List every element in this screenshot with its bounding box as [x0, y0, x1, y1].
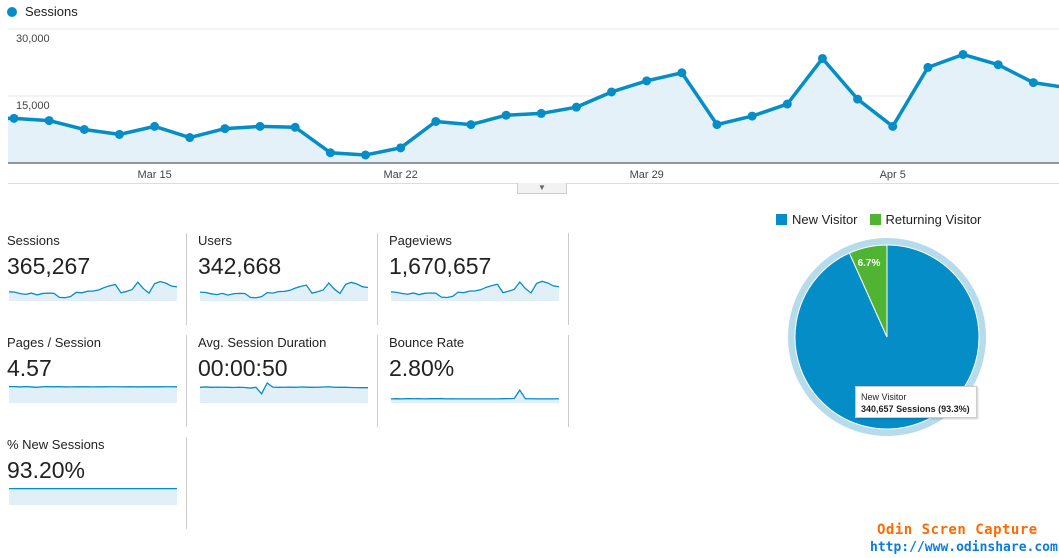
metric-sparkline	[391, 389, 559, 403]
legend-label: Sessions	[25, 4, 78, 19]
metric-card[interactable]: Users 342,668	[198, 233, 378, 325]
data-point[interactable]	[9, 113, 19, 123]
tooltip-count: 340,657	[861, 404, 894, 414]
metric-card[interactable]: Sessions 365,267	[7, 233, 187, 325]
series-area	[8, 54, 1059, 163]
x-tick-label: Apr 5	[880, 169, 906, 181]
data-point[interactable]	[993, 60, 1003, 70]
watermark-url[interactable]: http://www.odinshare.com	[870, 540, 1058, 555]
x-tick-label: Mar 15	[137, 169, 171, 181]
y-tick-label: 30,000	[16, 33, 50, 45]
data-point[interactable]	[747, 111, 757, 121]
metric-label: % New Sessions	[7, 437, 105, 452]
data-point[interactable]	[923, 62, 933, 72]
data-point[interactable]	[501, 110, 511, 120]
metric-value: 93.20%	[7, 457, 86, 483]
data-point[interactable]	[220, 124, 230, 134]
sparkline-area	[391, 390, 559, 403]
sparkline-area	[9, 488, 177, 505]
x-tick-label: Mar 29	[630, 169, 664, 181]
data-point[interactable]	[290, 122, 300, 132]
data-point[interactable]	[677, 68, 687, 78]
metric-value: 1,670,657	[389, 253, 492, 279]
data-point[interactable]	[536, 108, 546, 118]
data-point[interactable]	[607, 87, 617, 97]
metric-card[interactable]: Bounce Rate 2.80%	[389, 335, 569, 427]
tooltip-pct: (93.3%)	[938, 404, 970, 414]
data-point[interactable]	[466, 120, 476, 130]
data-point[interactable]	[114, 129, 124, 139]
sparkline-line	[9, 280, 177, 299]
metric-sparkline	[391, 280, 559, 301]
slice-label: 6.7%	[858, 258, 881, 269]
metric-card[interactable]: Pages / Session 4.57	[7, 335, 187, 427]
y-tick-label: 15,000	[16, 100, 50, 112]
data-point[interactable]	[782, 99, 792, 109]
metric-sparkline	[9, 280, 177, 301]
x-tick-label: Mar 22	[384, 169, 418, 181]
metric-label: Sessions	[7, 233, 60, 248]
metric-card[interactable]: % New Sessions 93.20%	[7, 437, 187, 529]
pie-legend: New Visitor Returning Visitor	[776, 212, 981, 227]
data-point[interactable]	[642, 76, 652, 86]
tooltip-title: New Visitor	[861, 392, 907, 402]
sessions-line-chart[interactable]: 30,000 15,000 Mar 15 Mar 22 Mar 29 Apr 5	[0, 0, 1059, 195]
watermark-title: Odin Scren Capture	[877, 522, 1038, 538]
metric-value: 4.57	[7, 355, 52, 381]
data-point[interactable]	[958, 49, 968, 59]
metric-value: 00:00:50	[198, 355, 288, 381]
metric-sparkline	[200, 281, 368, 301]
pie-slice-returning-visitor[interactable]	[848, 244, 888, 338]
metric-label: Pages / Session	[7, 335, 101, 350]
pie-tooltip: New Visitor 340,657 Sessions (93.3%)	[855, 386, 977, 418]
metric-label: Bounce Rate	[389, 335, 465, 350]
data-point[interactable]	[79, 125, 89, 134]
chart-legend[interactable]: Sessions	[7, 4, 78, 19]
data-point[interactable]	[325, 148, 335, 158]
sparkline-line	[200, 281, 368, 299]
triangle-down-icon: ▼	[538, 183, 546, 192]
data-point[interactable]	[712, 120, 722, 130]
metric-label: Avg. Session Duration	[198, 335, 327, 350]
series-line	[8, 52, 1059, 157]
data-point[interactable]	[853, 94, 863, 104]
returning-visitor-swatch-icon	[869, 214, 881, 225]
metric-value: 2.80%	[389, 355, 455, 381]
metric-sparkline	[9, 385, 177, 403]
sparkline-line	[391, 280, 559, 299]
data-point[interactable]	[255, 121, 265, 131]
legend-dot-icon	[7, 6, 17, 17]
metric-label: Pageviews	[389, 233, 452, 248]
collapse-chart-button[interactable]: ▼	[517, 183, 567, 194]
data-point[interactable]	[44, 116, 54, 126]
legend-returning-visitor[interactable]: Returning Visitor	[869, 212, 982, 227]
legend-new-visitor[interactable]: New Visitor	[776, 212, 858, 227]
legend-label: New Visitor	[792, 212, 858, 227]
metric-card[interactable]: Pageviews 1,670,657	[389, 233, 569, 325]
sparkline-area	[200, 383, 368, 403]
metric-label: Users	[198, 233, 232, 248]
new-visitor-swatch-icon	[776, 214, 787, 225]
metric-card[interactable]: Avg. Session Duration 00:00:50	[198, 335, 378, 427]
data-point[interactable]	[431, 116, 441, 126]
data-point[interactable]	[817, 53, 827, 63]
sparkline-line	[9, 385, 177, 388]
metric-value: 342,668	[198, 253, 282, 279]
data-point[interactable]	[571, 102, 581, 112]
tooltip-unit: Sessions	[896, 404, 936, 414]
data-point[interactable]	[185, 133, 195, 143]
sparkline-area	[9, 386, 177, 403]
legend-label: Returning Visitor	[885, 212, 982, 227]
metric-sparkline	[200, 382, 368, 403]
data-point[interactable]	[361, 150, 370, 160]
data-point[interactable]	[150, 121, 160, 131]
data-point[interactable]	[396, 143, 406, 153]
metric-value: 365,267	[7, 253, 91, 279]
sparkline-line	[200, 382, 368, 395]
sparkline-line	[391, 389, 559, 400]
data-point[interactable]	[1028, 78, 1038, 88]
metric-sparkline	[9, 487, 177, 505]
data-point[interactable]	[888, 121, 898, 131]
